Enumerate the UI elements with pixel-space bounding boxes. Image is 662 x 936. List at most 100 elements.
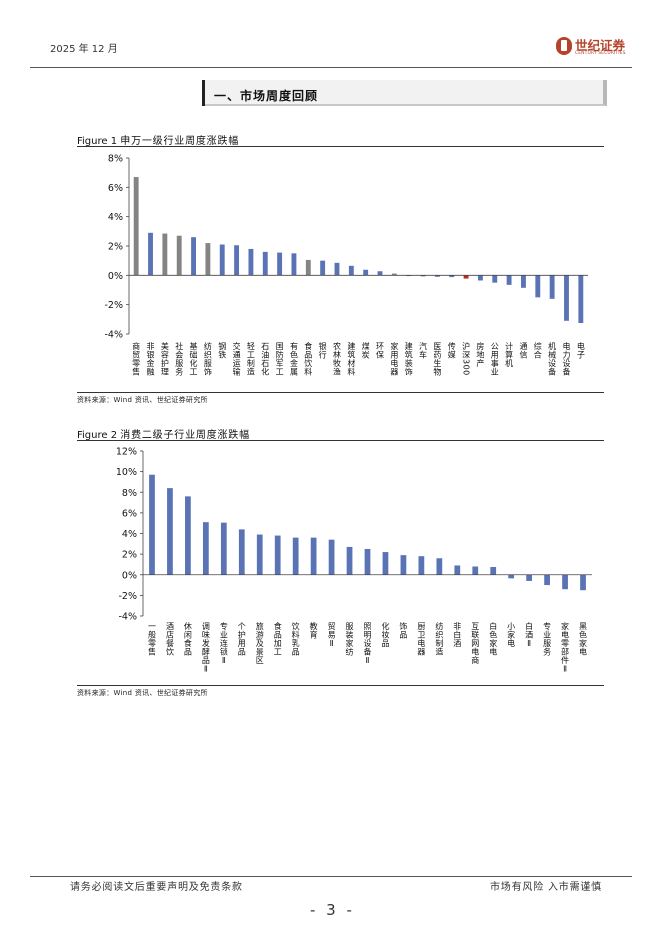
figure2-bar	[580, 574, 586, 591]
figure2-bar	[436, 558, 443, 575]
figure2-bar	[508, 574, 515, 579]
figure1-category-label: 建筑装饰	[404, 341, 413, 377]
figure2-bar	[364, 548, 371, 575]
figure1-category-label: 公用事业	[490, 342, 499, 376]
figure1-category-label: 美容护理	[160, 341, 169, 376]
figure2-y-tick-label: 12%	[116, 447, 137, 458]
figure1-title: Figure 1 申万一级行业周度涨跌幅	[77, 132, 239, 147]
figure1-bar	[434, 275, 440, 277]
figure2-bar	[400, 555, 407, 575]
figure2-bar	[238, 529, 245, 575]
figure2-bar	[220, 522, 227, 575]
figure2-bar	[149, 474, 155, 575]
figure1-category-label: 通信	[519, 341, 528, 360]
figure1-category-label: 商贸零售	[132, 341, 141, 377]
figure2-y-tick-label: -2%	[119, 591, 138, 602]
figure2-bar	[202, 522, 209, 575]
figure1-y-tick-label: 0%	[108, 271, 123, 282]
figure2-category-label: 旅游及景区	[255, 621, 264, 664]
figure2-bar	[526, 574, 533, 581]
figure1-bar	[521, 275, 526, 288]
figure1-y-tick-label: -2%	[105, 300, 124, 311]
figure1-category-label: 有色金属	[289, 341, 298, 377]
figure1-y-tick-label: 4%	[108, 212, 123, 223]
logo-cn-text: 世纪证券	[575, 38, 626, 53]
figure1-category-label: 轻工制造	[246, 341, 255, 377]
figure2-category-label: 一般零售	[147, 622, 156, 657]
figure1-y-tick-label: 8%	[108, 154, 123, 165]
figure1-category-label: 家用电器	[390, 341, 399, 377]
figure1-category-label: 社会服务	[175, 341, 184, 377]
figure1-bar	[148, 232, 153, 276]
figure2-category-label: 食品加工	[273, 621, 282, 656]
figure1-category-label: 沪深300	[462, 341, 471, 376]
figure1-category-label: 机械设备	[548, 341, 557, 377]
figure1-bar	[162, 233, 168, 276]
figure1-bar	[363, 269, 369, 276]
figure1-bar	[205, 243, 211, 276]
figure1-bar	[277, 252, 283, 276]
figure1-category-label: 汽车	[419, 341, 428, 360]
figure1-category-label: 建筑材料	[347, 341, 356, 377]
report-date: 2025 年 12 月	[50, 44, 118, 55]
figure1-label: Figure 1	[77, 136, 118, 147]
figure1-bar	[320, 260, 326, 276]
figure2-category-label: 调味发酵品Ⅱ	[201, 622, 210, 674]
figure2-category-label: 个护用品	[237, 622, 246, 657]
figure1-category-label: 医药生物	[433, 342, 442, 377]
figure2-category-label: 专业连锁Ⅱ	[219, 621, 228, 665]
figure2-bar	[292, 537, 299, 575]
figure1-category-label: 交通运输	[232, 341, 241, 377]
figure1-bar	[506, 275, 512, 285]
figure2-bar	[472, 566, 479, 575]
figure1-category-label: 电力设备	[562, 341, 571, 377]
figure1-bar	[549, 275, 555, 299]
figure1-bar	[449, 275, 455, 278]
figure1-bar	[535, 275, 541, 298]
section-heading-box	[202, 80, 607, 106]
figure2-bottom-rule	[77, 685, 604, 686]
figure1-category-label: 钢铁	[218, 341, 227, 360]
figure2-source: 资料来源：Wind 资讯、世纪证券研究所	[77, 689, 208, 697]
figure2-bar	[256, 534, 263, 575]
figure1-category-label: 环保	[376, 342, 385, 360]
figure2-category-label: 化妆品	[381, 621, 390, 648]
figure2-title: Figure 2 消费二级子行业周度涨跌幅	[77, 426, 250, 441]
figure2-bar	[562, 574, 568, 590]
figure2-y-tick-label: 4%	[122, 529, 137, 540]
logo-en-text: CENTURY SECURITIES	[575, 51, 626, 56]
figure1-bar	[348, 265, 354, 276]
figure2-category-label: 饮料乳品	[291, 621, 300, 657]
figure1-bar	[578, 275, 584, 323]
figure1-bar	[477, 275, 483, 281]
figure2-category-label: 白色家电	[489, 621, 498, 656]
figure2-category-label: 纺织制造	[435, 621, 444, 657]
figure2-category-label: 休闲食品	[183, 621, 192, 657]
figure2-category-label: 黑色家电	[579, 622, 588, 656]
section-title: 一、市场周度回顾	[214, 89, 319, 103]
figure2-bar	[185, 496, 191, 575]
footer-risk-warning: 市场有风险 入市需谨慎	[490, 882, 602, 893]
figure2-category-label: 教育	[309, 621, 318, 640]
figure2-bar	[274, 535, 281, 575]
figure1-bar	[219, 244, 225, 276]
figure2-bar	[310, 537, 317, 575]
figure2-category-label: 贸易Ⅱ	[327, 621, 336, 648]
figure1-bar	[564, 275, 569, 321]
figure1-category-label: 电子	[576, 341, 585, 359]
figure2-top-rule	[77, 440, 604, 441]
footer-divider	[30, 876, 632, 877]
figure1-category-label: 传媒	[447, 341, 456, 360]
figure1-source: 资料来源：Wind 资讯、世纪证券研究所	[77, 396, 208, 404]
figure2-category-label: 酒店餐饮	[165, 622, 174, 657]
figure2-category-label: 厨卫电器	[417, 622, 426, 657]
figure2-y-tick-label: -4%	[119, 612, 138, 623]
company-logo: 世纪证券 CENTURY SECURITIES	[556, 36, 628, 58]
header-divider	[30, 67, 632, 68]
figure2-category-label: 非白酒	[453, 621, 462, 648]
figure1-bottom-rule	[77, 392, 604, 393]
figure2-bar	[167, 488, 173, 575]
figure1-bar	[234, 245, 240, 276]
figure1-category-label: 国防军工	[275, 342, 284, 376]
